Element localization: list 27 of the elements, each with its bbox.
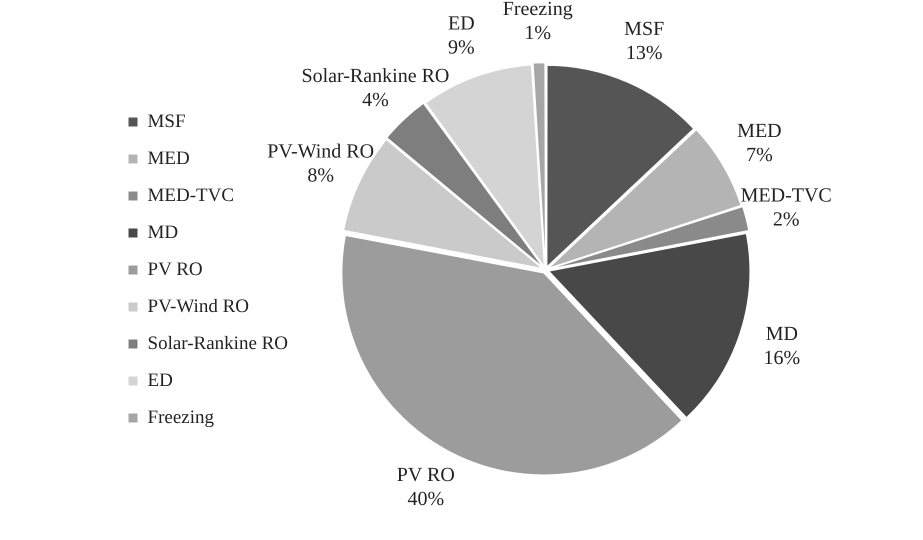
slice-label: MED — [737, 120, 782, 142]
slice-label: PV RO — [396, 464, 455, 486]
legend-label: Solar-Rankine RO — [148, 332, 288, 354]
data-label: 13% — [626, 42, 663, 64]
slice-label: MED-TVC — [740, 184, 832, 206]
data-label: 16% — [764, 347, 800, 370]
data-label: 9% — [448, 36, 475, 58]
legend-label: PV-Wind RO — [148, 296, 249, 317]
legend-label: MED-TVC — [148, 184, 234, 206]
legend-label: MED — [148, 148, 190, 169]
data-label: 1% — [524, 22, 552, 44]
data-label: 4% — [362, 89, 389, 112]
slice-label: MSF — [624, 18, 664, 40]
legend-label: MD — [148, 222, 178, 243]
legend-label: ED — [148, 370, 173, 391]
slice-label: MD — [766, 323, 798, 346]
legend-label: Freezing — [148, 406, 214, 428]
slice-label: Freezing — [502, 0, 573, 20]
data-label: 7% — [746, 144, 773, 166]
data-label: 40% — [407, 488, 444, 510]
legend-label: PV RO — [148, 258, 203, 280]
data-label: 8% — [307, 164, 334, 186]
slice-label: PV-Wind RO — [267, 140, 374, 162]
slice-label: ED — [448, 12, 475, 34]
legend-label: MSF — [148, 110, 186, 132]
slice-label: Solar-Rankine RO — [301, 65, 450, 88]
data-label: 2% — [772, 208, 800, 230]
